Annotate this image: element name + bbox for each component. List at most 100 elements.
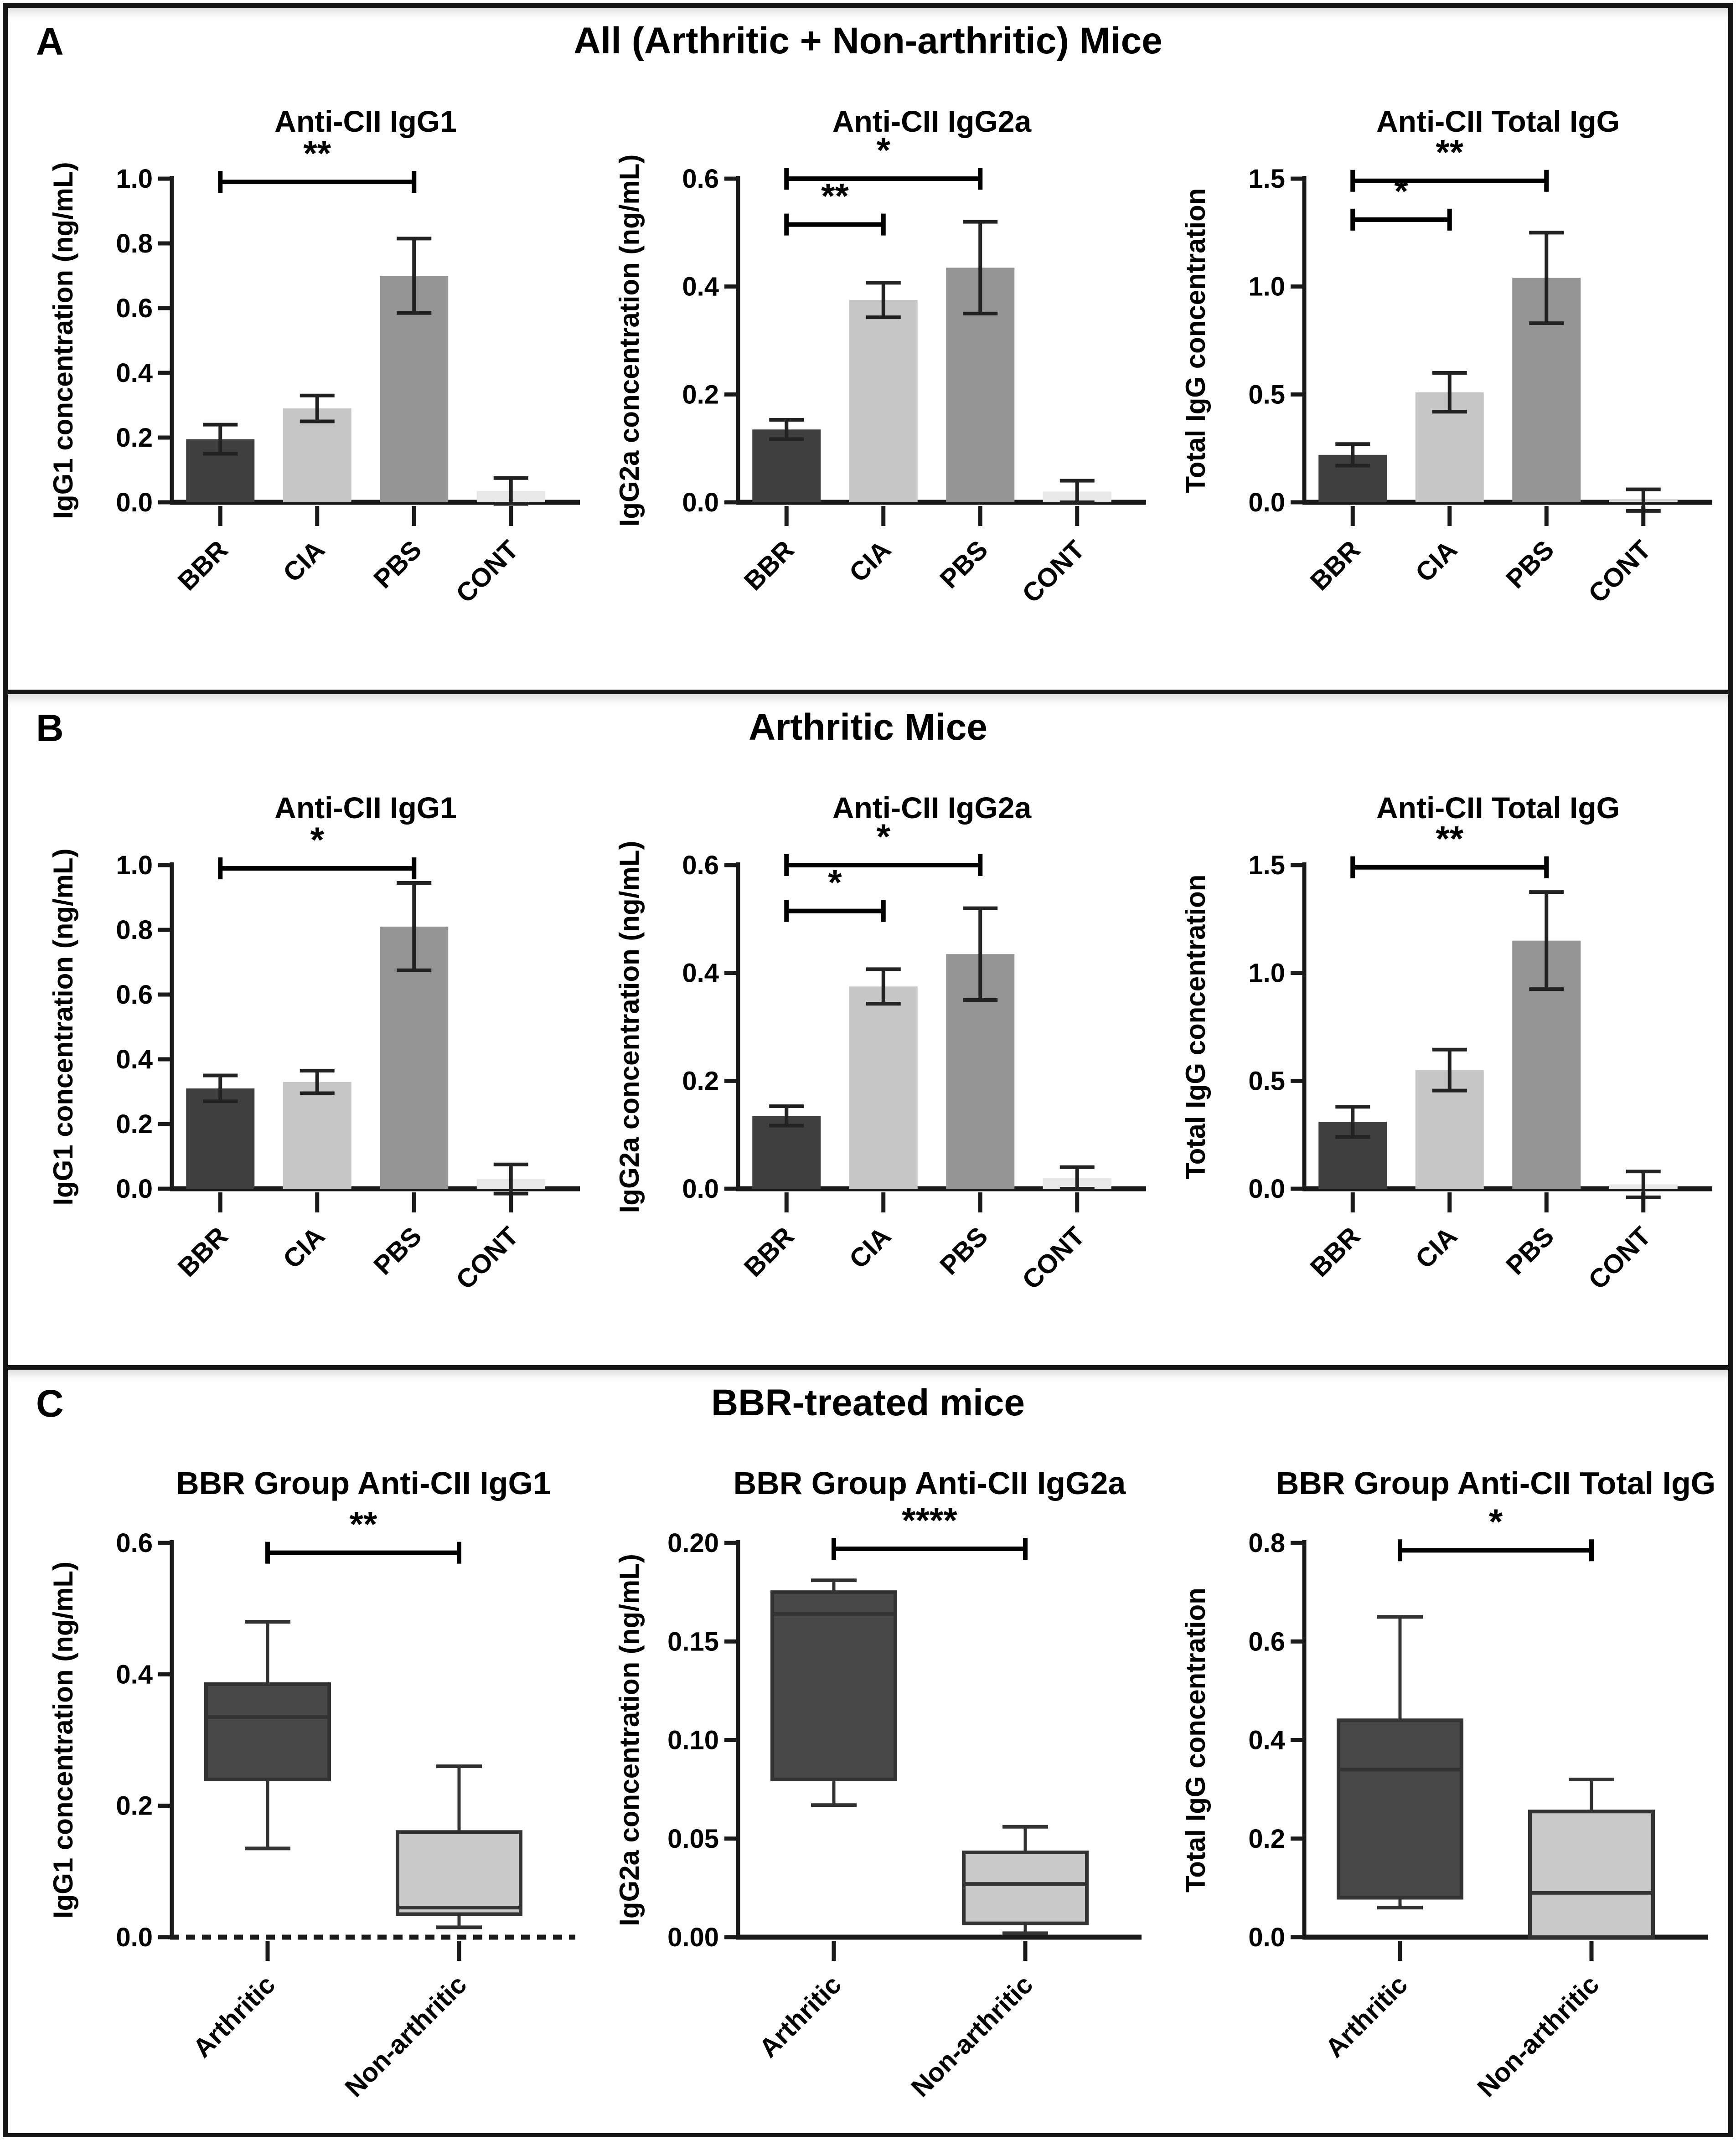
- svg-text:PBS: PBS: [934, 535, 993, 594]
- svg-text:PBS: PBS: [368, 1221, 427, 1280]
- chart-all-mice-total-igg: Anti-CII Total IgG Total IgG concentratio…: [1180, 104, 1712, 608]
- svg-text:Anti-CII Total IgG: Anti-CII Total IgG: [1376, 104, 1620, 138]
- svg-text:PBS: PBS: [1500, 1221, 1560, 1280]
- svg-text:1.0: 1.0: [1248, 959, 1285, 988]
- svg-text:0.10: 0.10: [667, 1726, 719, 1755]
- svg-text:CONT: CONT: [1583, 1221, 1657, 1295]
- svg-text:0.2: 0.2: [682, 380, 719, 409]
- svg-text:0.05: 0.05: [667, 1824, 719, 1854]
- svg-text:BBR Group Anti-CII Total IgG: BBR Group Anti-CII Total IgG: [1276, 1465, 1715, 1501]
- svg-text:IgG2a concentration (ng/mL): IgG2a concentration (ng/mL): [614, 1554, 645, 1926]
- svg-text:*: *: [1394, 171, 1408, 211]
- svg-text:BBR Group Anti-CII IgG2a: BBR Group Anti-CII IgG2a: [734, 1465, 1126, 1501]
- chart-bbr-group-igg1: BBR Group Anti-CII IgG1 IgG1 concentratio…: [48, 1465, 575, 2103]
- svg-text:0.0: 0.0: [1248, 1174, 1285, 1204]
- svg-text:1.5: 1.5: [1248, 164, 1285, 194]
- svg-text:CIA: CIA: [1410, 1221, 1463, 1274]
- svg-text:CIA: CIA: [843, 535, 897, 588]
- svg-text:*: *: [877, 130, 891, 170]
- svg-text:*: *: [877, 816, 891, 856]
- svg-text:Anti-CII IgG2a: Anti-CII IgG2a: [832, 104, 1032, 138]
- svg-text:0.6: 0.6: [116, 980, 153, 1010]
- svg-text:0.0: 0.0: [1248, 1923, 1285, 1952]
- svg-text:CONT: CONT: [450, 1221, 524, 1295]
- svg-text:Non-arthritic: Non-arthritic: [339, 1970, 472, 2103]
- panel-c: C BBR-treated mice BBR Group Anti-CII Ig…: [8, 1370, 1728, 2133]
- svg-text:0.5: 0.5: [1248, 1066, 1285, 1096]
- chart-arthritic-igg2a: Anti-CII IgG2a IgG2a concentration (ng/mL…: [614, 791, 1146, 1295]
- svg-text:0.6: 0.6: [116, 1528, 153, 1558]
- svg-text:Arthritic: Arthritic: [187, 1970, 281, 2063]
- panel-divider-bc: [8, 1365, 1728, 1370]
- svg-text:CIA: CIA: [843, 1221, 897, 1274]
- svg-text:0.8: 0.8: [1248, 1528, 1285, 1558]
- svg-text:BBR: BBR: [739, 1221, 800, 1283]
- panel-a: A All (Arthritic + Non-arthritic) Mice A…: [8, 8, 1728, 690]
- svg-text:BBR: BBR: [739, 535, 800, 596]
- svg-text:0.4: 0.4: [116, 358, 153, 388]
- panel-a-letter: A: [36, 20, 64, 63]
- panel-b-charts-row: Anti-CII IgG1 IgG1 concentration (ng/mL) 0…: [8, 776, 1728, 1346]
- svg-text:**: **: [821, 176, 849, 216]
- svg-text:0.0: 0.0: [1248, 488, 1285, 517]
- svg-text:Non-arthritic: Non-arthritic: [1472, 1970, 1605, 2103]
- svg-text:0.4: 0.4: [116, 1660, 153, 1689]
- svg-text:1.0: 1.0: [116, 851, 153, 880]
- svg-text:Anti-CII IgG1: Anti-CII IgG1: [274, 791, 457, 825]
- svg-text:1.0: 1.0: [1248, 272, 1285, 302]
- panel-c-header: BBR-treated mice: [711, 1382, 1025, 1423]
- svg-text:0.2: 0.2: [1248, 1824, 1285, 1854]
- svg-text:CONT: CONT: [1583, 535, 1657, 608]
- svg-text:1.0: 1.0: [116, 164, 153, 194]
- svg-text:IgG2a concentration (ng/mL): IgG2a concentration (ng/mL): [614, 155, 645, 527]
- panel-b: B Arthritic Mice Anti-CII IgG1 IgG1 conce…: [8, 694, 1728, 1365]
- svg-text:0.4: 0.4: [116, 1045, 153, 1074]
- svg-text:**: **: [303, 133, 331, 173]
- svg-text:BBR: BBR: [1305, 535, 1366, 596]
- panel-c-charts-row: BBR Group Anti-CII IgG1 IgG1 concentratio…: [8, 1459, 1728, 2115]
- chart-arthritic-total-igg: Anti-CII Total IgG Total IgG concentratio…: [1180, 791, 1712, 1295]
- svg-text:0.2: 0.2: [682, 1066, 719, 1096]
- svg-text:Anti-CII IgG1: Anti-CII IgG1: [274, 104, 457, 138]
- svg-text:0.6: 0.6: [682, 851, 719, 880]
- svg-text:IgG1 concentration (ng/mL): IgG1 concentration (ng/mL): [48, 848, 78, 1205]
- svg-text:BBR: BBR: [172, 1221, 234, 1283]
- panel-c-letter: C: [36, 1382, 64, 1425]
- svg-text:Anti-CII Total IgG: Anti-CII Total IgG: [1376, 791, 1620, 825]
- svg-text:PBS: PBS: [368, 535, 427, 594]
- svg-text:*: *: [828, 862, 842, 902]
- svg-text:BBR Group Anti-CII IgG1: BBR Group Anti-CII IgG1: [176, 1465, 551, 1501]
- svg-text:0.6: 0.6: [1248, 1627, 1285, 1656]
- panel-a-charts-row: Anti-CII IgG1 IgG1 concentration (ng/mL) 0…: [8, 90, 1728, 660]
- panel-b-letter: B: [36, 706, 64, 749]
- svg-text:****: ****: [902, 1500, 957, 1540]
- panel-a-header: All (Arthritic + Non-arthritic) Mice: [574, 20, 1162, 62]
- svg-text:Anti-CII IgG2a: Anti-CII IgG2a: [832, 791, 1032, 825]
- svg-text:0.8: 0.8: [116, 915, 153, 945]
- svg-text:**: **: [350, 1504, 377, 1544]
- svg-text:CIA: CIA: [277, 1221, 331, 1274]
- svg-text:BBR: BBR: [172, 535, 234, 596]
- chart-bbr-group-igg2a: BBR Group Anti-CII IgG2a IgG2a concentrat…: [614, 1465, 1142, 2103]
- svg-text:0.6: 0.6: [682, 164, 719, 194]
- svg-text:0.0: 0.0: [116, 1923, 153, 1952]
- svg-text:1.5: 1.5: [1248, 851, 1285, 880]
- svg-text:0.8: 0.8: [116, 229, 153, 258]
- svg-text:PBS: PBS: [1500, 535, 1560, 594]
- panel-b-header: Arthritic Mice: [749, 706, 987, 748]
- panel-divider-ab: [8, 690, 1728, 694]
- svg-text:0.4: 0.4: [682, 959, 719, 988]
- svg-text:0.00: 0.00: [667, 1923, 719, 1952]
- svg-text:Arthritic: Arthritic: [1320, 1970, 1413, 2063]
- svg-text:0.2: 0.2: [116, 1791, 153, 1821]
- svg-text:0.0: 0.0: [682, 488, 719, 517]
- svg-text:IgG2a concentration (ng/mL): IgG2a concentration (ng/mL): [614, 841, 645, 1213]
- svg-text:0.0: 0.0: [116, 488, 153, 517]
- svg-text:CONT: CONT: [450, 535, 524, 608]
- svg-text:IgG1 concentration (ng/mL): IgG1 concentration (ng/mL): [48, 1562, 78, 1918]
- svg-text:*: *: [310, 820, 325, 860]
- svg-text:PBS: PBS: [934, 1221, 993, 1280]
- svg-text:**: **: [1436, 132, 1463, 172]
- svg-text:*: *: [1489, 1501, 1503, 1542]
- svg-text:IgG1 concentration (ng/mL): IgG1 concentration (ng/mL): [48, 162, 78, 519]
